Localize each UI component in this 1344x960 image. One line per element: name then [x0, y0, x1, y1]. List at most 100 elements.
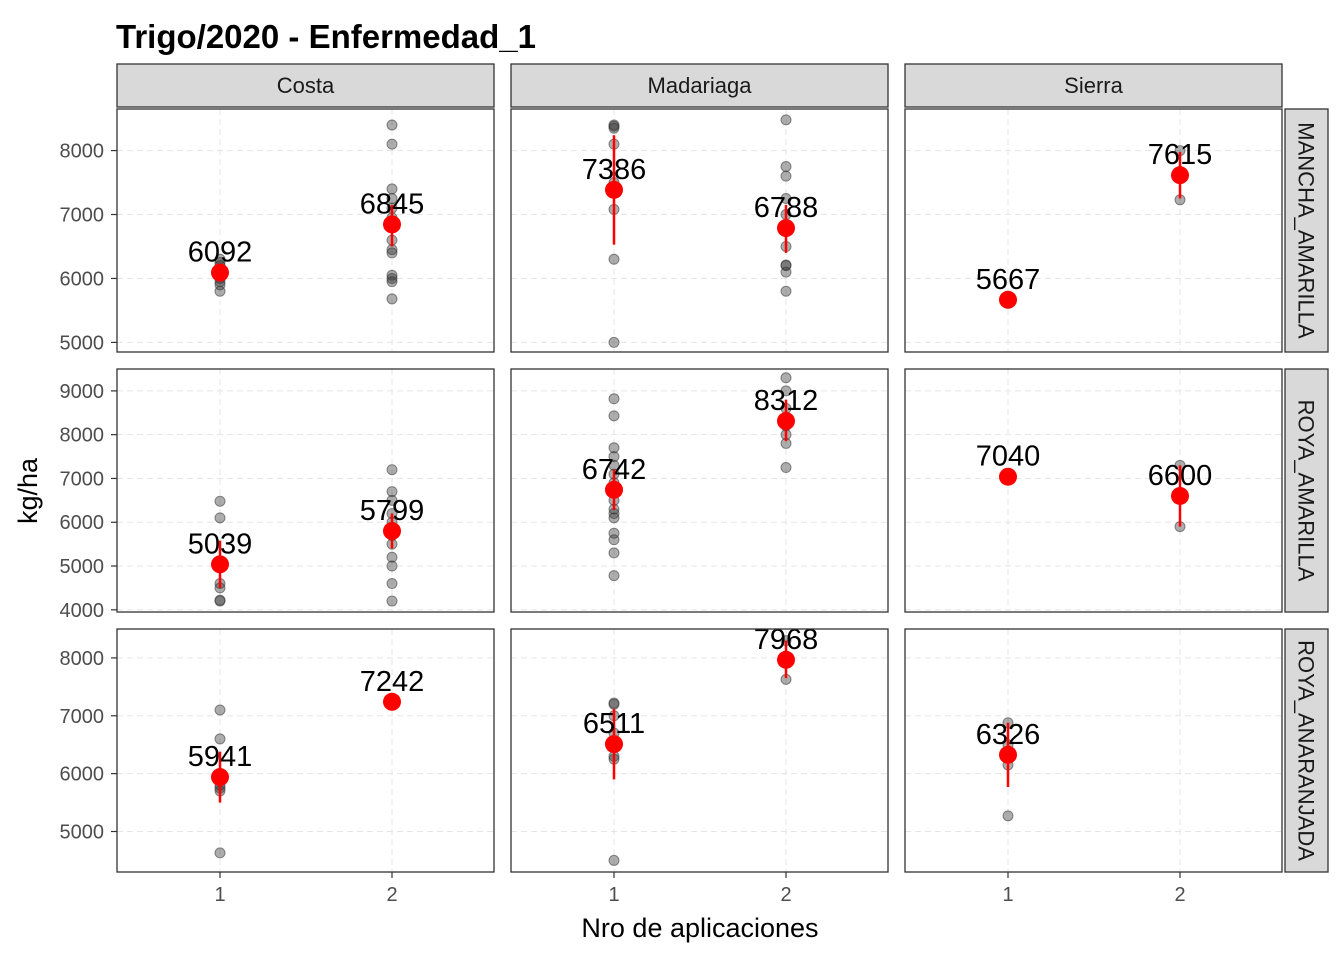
data-point: [608, 570, 620, 582]
row-strip-label: ROYA_ANARANJADA: [1294, 640, 1319, 861]
data-point: [608, 442, 620, 454]
column-strip: [510, 63, 889, 108]
panel-border: [116, 368, 495, 613]
column-strip-label: Madariaga: [648, 73, 753, 98]
data-point: [608, 253, 620, 265]
y-tick-label: 7000: [60, 706, 105, 728]
data-point: [780, 285, 792, 297]
facet-panel: 5039 5799: [116, 368, 495, 613]
row-strip-label: MANCHA_AMARILLA: [1294, 122, 1319, 339]
panel-background: [117, 109, 494, 352]
mean-value-label: 6326: [976, 719, 1041, 751]
mean-point: [383, 215, 401, 234]
mean-value-label: 5941: [188, 741, 253, 773]
data-point: [214, 495, 226, 507]
data-point: [608, 697, 620, 709]
x-tick-label: 2: [780, 884, 791, 906]
facet-panel: 7040 6600: [904, 368, 1283, 613]
panel-border: [116, 108, 495, 353]
data-point: [214, 847, 226, 859]
mean-point: [605, 735, 623, 754]
data-point: [386, 494, 398, 506]
mean-point: [777, 650, 795, 669]
y-tick-label: 4000: [60, 600, 105, 622]
panel-background: [905, 369, 1282, 612]
data-point: [1002, 810, 1014, 822]
mean-value-label: 6788: [754, 192, 819, 224]
y-tick-label: 7000: [60, 468, 105, 490]
mean-point: [605, 480, 623, 499]
data-point: [386, 578, 398, 590]
mean-point: [777, 412, 795, 431]
y-tick-label: 8000: [60, 425, 105, 447]
data-point: [780, 462, 792, 474]
mean-point: [999, 290, 1017, 309]
data-point: [386, 269, 398, 281]
data-point: [780, 372, 792, 384]
data-point: [608, 451, 620, 463]
panel-background: [905, 629, 1282, 872]
data-point: [780, 193, 792, 205]
data-point: [608, 119, 620, 131]
panel-background: [117, 369, 494, 612]
data-point: [214, 594, 226, 606]
x-tick-label: 2: [386, 884, 397, 906]
data-point: [608, 854, 620, 866]
data-point: [780, 114, 792, 126]
y-tick-label: 5000: [60, 556, 105, 578]
mean-point: [383, 692, 401, 711]
data-point: [386, 293, 398, 305]
facet-panel: 5667 7615: [904, 108, 1283, 353]
mean-value-label: 5799: [360, 495, 425, 527]
mean-point: [383, 522, 401, 541]
facet-panel: 5941 7242: [116, 628, 495, 873]
data-point: [386, 138, 398, 150]
data-point: [780, 385, 792, 397]
row-strip: [1284, 368, 1329, 613]
mean-point: [605, 180, 623, 199]
data-point: [780, 170, 792, 182]
column-strip: [116, 63, 495, 108]
panels-layer: Costa Madariaga Sierra MANCHA_AMARILLA ROYA_…: [60, 63, 1329, 906]
data-point: [608, 336, 620, 348]
mean-value-label: 7615: [1148, 139, 1213, 171]
data-point: [608, 512, 620, 524]
mean-point: [1171, 166, 1189, 185]
panel-background: [905, 109, 1282, 352]
row-strip-label: ROYA_AMARILLA: [1294, 400, 1319, 582]
panel-background: [511, 369, 888, 612]
mean-value-label: 8312: [754, 385, 819, 417]
panel-background: [117, 629, 494, 872]
mean-value-label: 6600: [1148, 460, 1213, 492]
mean-value-label: 7040: [976, 441, 1041, 473]
panel-background: [511, 629, 888, 872]
y-tick-label: 5000: [60, 822, 105, 844]
mean-value-label: 6742: [582, 454, 647, 486]
column-strip-label: Sierra: [1064, 73, 1123, 98]
data-point: [386, 551, 398, 563]
mean-point: [999, 467, 1017, 486]
facet-panel: 6326: [904, 628, 1283, 873]
panel-border: [116, 628, 495, 873]
mean-value-label: 6511: [583, 708, 645, 740]
chart-title: Trigo/2020 - Enfermedad_1: [116, 18, 536, 55]
column-strip: [904, 63, 1283, 108]
y-tick-label: 6000: [60, 764, 105, 786]
panel-border: [510, 368, 889, 613]
facet-panel: 7386 6788: [510, 108, 889, 353]
panel-border: [904, 368, 1283, 613]
mean-value-label: 7386: [582, 154, 647, 186]
row-strip: [1284, 108, 1329, 353]
data-point: [386, 247, 398, 259]
mean-point: [777, 219, 795, 238]
panel-border: [904, 108, 1283, 353]
y-tick-label: 7000: [60, 205, 105, 227]
data-point: [386, 595, 398, 607]
data-point: [608, 527, 620, 539]
facet-panel: 6742 8312: [510, 368, 889, 613]
panel-background: [511, 109, 888, 352]
data-point: [386, 560, 398, 572]
x-axis-title: Nro de aplicaciones: [581, 913, 818, 943]
